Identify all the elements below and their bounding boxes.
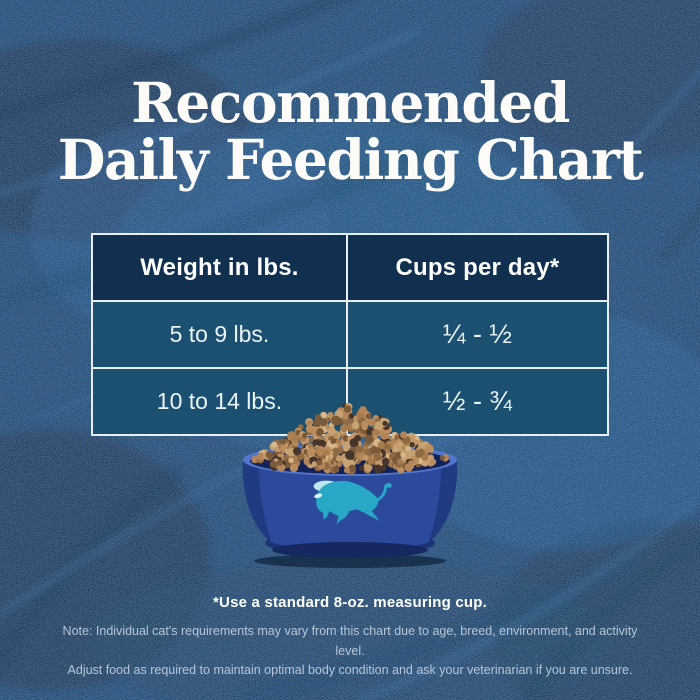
footnote-text: *Use a standard 8-oz. measuring cup. [213, 594, 487, 611]
pet-food-bowl-illustration [242, 402, 458, 568]
header-cups: Cups per day* [345, 233, 610, 302]
note-line-2: Adjust food as required to maintain opti… [67, 663, 633, 677]
kibble-pile [251, 402, 449, 475]
cell-weight-1: 5 to 9 lbs. [91, 300, 348, 369]
title-line-1: Recommended [131, 70, 570, 135]
buffalo-silhouette-icon [313, 480, 392, 525]
header-weight: Weight in lbs. [91, 233, 348, 302]
note-line-1: Note: Individual cat's requirements may … [62, 624, 638, 658]
feeding-table: Weight in lbs. Cups per day* 5 to 9 lbs.… [91, 233, 610, 436]
title-line-2: Daily Feeding Chart [57, 127, 644, 192]
disclaimer-note: Note: Individual cat's requirements may … [50, 622, 650, 681]
table-row: 5 to 9 lbs. ¼ - ½ [91, 300, 610, 369]
table-header-row: Weight in lbs. Cups per day* [91, 233, 610, 302]
page-title: Recommended Daily Feeding Chart [0, 74, 700, 188]
cell-weight-2: 10 to 14 lbs. [91, 367, 348, 436]
table-row: 10 to 14 lbs. ½ - ¾ [91, 367, 610, 436]
cell-cups-2: ½ - ¾ [345, 367, 610, 436]
bowl-shadow [254, 554, 446, 568]
cell-cups-1: ¼ - ½ [345, 300, 610, 369]
